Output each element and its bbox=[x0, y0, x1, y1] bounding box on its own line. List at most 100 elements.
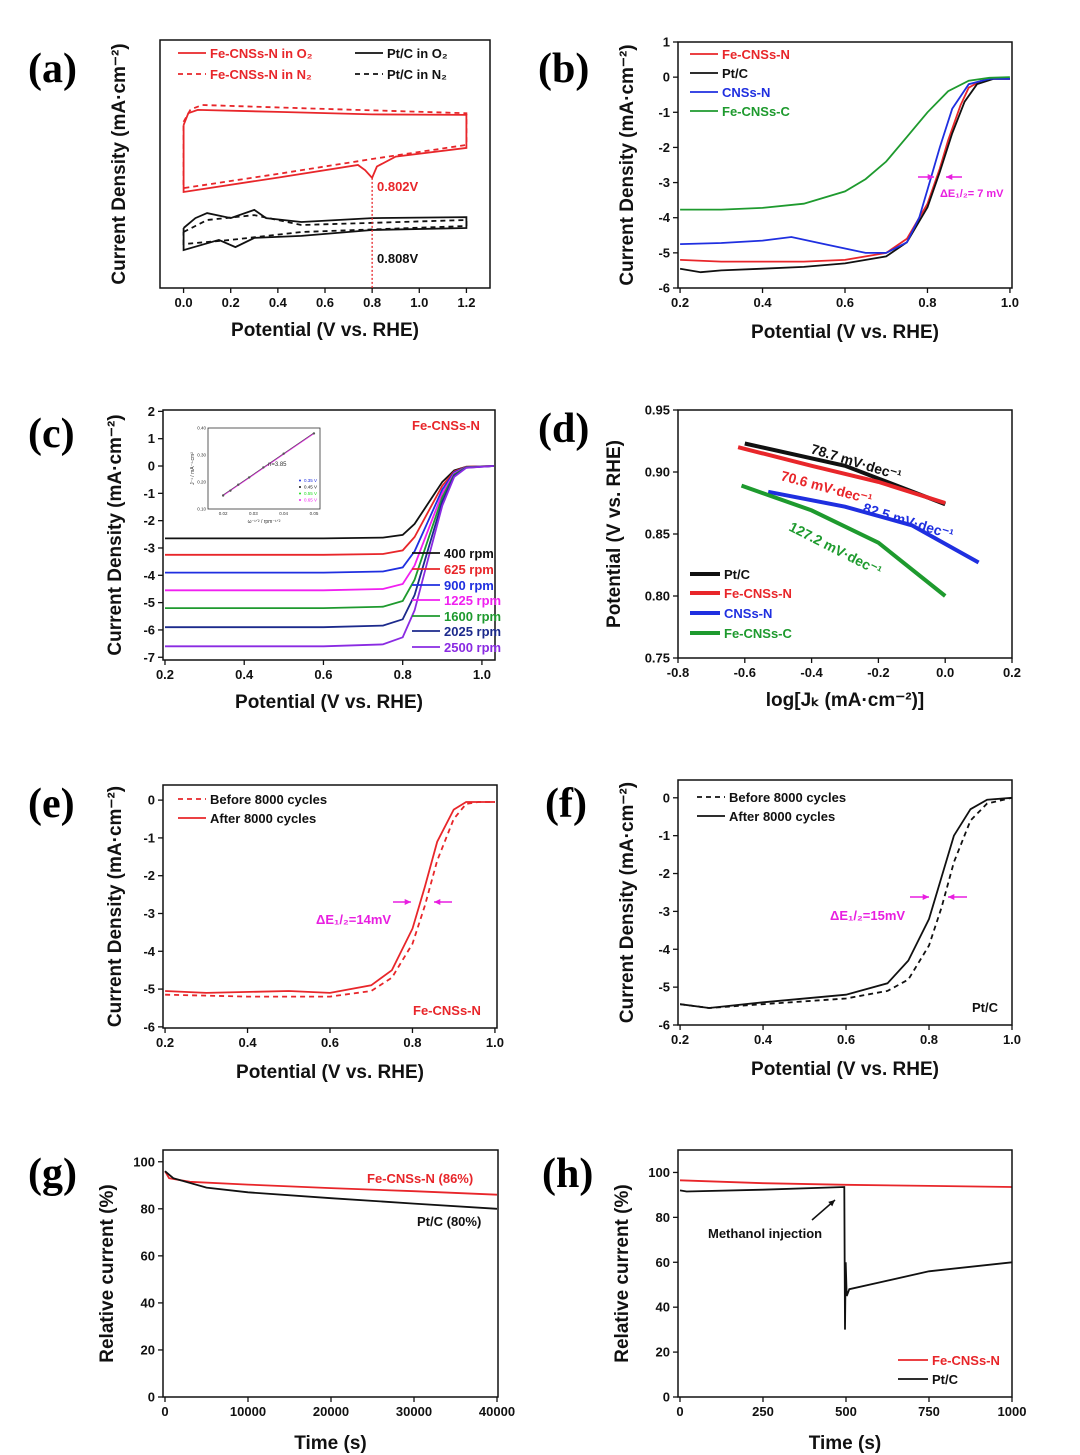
inset-x-tick-label: 0.05 bbox=[310, 511, 319, 516]
x-axis-label: Potential (V vs. RHE) bbox=[751, 1059, 939, 1080]
y-axis-label: Relative current (%) bbox=[612, 1184, 633, 1362]
y-tick-label: -2 bbox=[143, 513, 155, 528]
legend-label: Pt/C bbox=[724, 567, 751, 582]
y-tick-label: -7 bbox=[143, 650, 155, 665]
legend-item: After 8000 cycles bbox=[697, 809, 835, 824]
y-tick-label: 2 bbox=[148, 404, 155, 419]
x-tick-label: 0.4 bbox=[753, 295, 772, 310]
panel-b: 0.2 0.4 0.6 0.8 1.0 1 0 -1 -2 -3 -4 -5 -6 Potential (… bbox=[538, 35, 1019, 344]
x-tick-label: 0.4 bbox=[269, 295, 288, 310]
legend-label: 2500 rpm bbox=[444, 640, 501, 655]
legend-label: After 8000 cycles bbox=[210, 811, 316, 826]
y-tick-label: -5 bbox=[658, 980, 670, 995]
y-tick-label: -5 bbox=[143, 595, 155, 610]
annotation: 127.2 mV·dec⁻¹ bbox=[787, 518, 885, 579]
series-label: Pt/C (80%) bbox=[417, 1214, 481, 1229]
annotation: 0.808V bbox=[377, 251, 419, 266]
legend-item: Pt/C bbox=[690, 567, 751, 582]
x-tick-label: 500 bbox=[835, 1404, 857, 1419]
panel-label: (c) bbox=[28, 411, 75, 457]
y-axis-label: Potential (V vs. RHE) bbox=[604, 440, 625, 628]
x-axis-label: log[Jₖ (mA·cm⁻²)] bbox=[766, 690, 925, 711]
y-tick-label: 0 bbox=[663, 70, 670, 85]
x-tick-label: 1.0 bbox=[473, 667, 491, 682]
x-tick-label: 0.4 bbox=[238, 1035, 257, 1050]
series-line-0 bbox=[164, 1170, 498, 1196]
x-tick-label: 1000 bbox=[998, 1404, 1027, 1419]
y-tick-label: 80 bbox=[656, 1210, 670, 1225]
legend-label: Fe-CNSs-C bbox=[722, 104, 791, 119]
series-line-1 bbox=[165, 801, 495, 994]
x-axis-label: Potential (V vs. RHE) bbox=[231, 320, 419, 341]
legend-label: Fe-CNSs-N bbox=[722, 47, 790, 62]
inset-plot: 0.02 0.03 0.04 0.05 0.10 0.20 0.30 0.40 ω⁻¹ᐟ² / … bbox=[190, 426, 321, 525]
y-tick-label: 0 bbox=[663, 1390, 670, 1405]
y-tick-label: -5 bbox=[143, 982, 155, 997]
legend-item: After 8000 cycles bbox=[178, 811, 316, 826]
legend-item: Pt/C in N₂ bbox=[355, 67, 447, 82]
inset-legend-marker bbox=[299, 486, 301, 488]
legend-item: 625 rpm bbox=[412, 562, 494, 577]
x-tick-label: 0.8 bbox=[394, 667, 412, 682]
x-tick-label: 0.0 bbox=[175, 295, 193, 310]
legend-label: Pt/C in O₂ bbox=[387, 46, 448, 61]
inset-point bbox=[221, 494, 225, 497]
legend-label: Fe-CNSs-N bbox=[724, 586, 792, 601]
y-tick-label: 0 bbox=[148, 793, 155, 808]
x-tick-label: 30000 bbox=[396, 1404, 432, 1419]
legend-label: Pt/C bbox=[722, 66, 749, 81]
series-line-0 bbox=[679, 796, 1012, 1009]
x-tick-label: 40000 bbox=[479, 1404, 515, 1419]
panel-label: (f) bbox=[545, 781, 587, 827]
legend-label: Fe-CNSs-N bbox=[932, 1353, 1000, 1368]
y-tick-label: 80 bbox=[141, 1201, 155, 1216]
legend-label: 900 rpm bbox=[444, 578, 494, 593]
panel-e: 0.2 0.4 0.6 0.8 1.0 0 -1 -2 -3 -4 -5 -6 Potential (V… bbox=[28, 781, 504, 1083]
series-line-0 bbox=[679, 1179, 1012, 1188]
legend-label: Fe-CNSs-C bbox=[724, 626, 793, 641]
x-tick-label: 0.2 bbox=[1003, 665, 1021, 680]
series-line-0 bbox=[165, 801, 495, 998]
legend-item: 2500 rpm bbox=[412, 640, 501, 655]
plot-frame bbox=[162, 1149, 499, 1398]
x-tick-label: 0.8 bbox=[403, 1035, 421, 1050]
legend-label: Before 8000 cycles bbox=[729, 790, 846, 805]
y-tick-label: -6 bbox=[658, 1018, 670, 1033]
series-line-1 bbox=[679, 796, 1012, 1009]
legend-label: 625 rpm bbox=[444, 562, 494, 577]
x-tick-label: -0.4 bbox=[800, 665, 823, 680]
y-tick-label: -3 bbox=[143, 906, 155, 921]
legend-label: 2025 rpm bbox=[444, 624, 501, 639]
y-tick-label: -4 bbox=[658, 942, 670, 957]
y-tick-label: 60 bbox=[141, 1248, 155, 1263]
legend-item: Fe-CNSs-N bbox=[898, 1353, 1000, 1368]
annotation: Fe-CNSs-N bbox=[413, 1003, 481, 1018]
x-tick-label: -0.2 bbox=[867, 665, 889, 680]
x-axis-label: Potential (V vs. RHE) bbox=[236, 1062, 424, 1083]
legend-item: 2025 rpm bbox=[412, 624, 501, 639]
annotation: ΔE₁/₂=15mV bbox=[830, 908, 905, 923]
y-axis-label: Current Density (mA·cm⁻²) bbox=[617, 44, 638, 285]
x-tick-label: 0.2 bbox=[156, 1035, 174, 1050]
x-tick-label: 0.4 bbox=[235, 667, 254, 682]
x-axis-label: Time (s) bbox=[294, 1433, 367, 1454]
x-tick-label: 0.2 bbox=[671, 1032, 689, 1047]
x-tick-label: 0.0 bbox=[936, 665, 954, 680]
legend-label: 1600 rpm bbox=[444, 609, 501, 624]
legend-label: 1225 rpm bbox=[444, 593, 501, 608]
annotation: Pt/C bbox=[972, 1000, 999, 1015]
y-tick-label: 0 bbox=[663, 790, 670, 805]
y-tick-label: -3 bbox=[143, 540, 155, 555]
inset-x-tick-label: 0.02 bbox=[219, 511, 228, 516]
inset-legend-label: 0.65 V bbox=[304, 498, 317, 503]
inset-y-label: J⁻¹ / mA⁻¹·cm² bbox=[190, 452, 196, 485]
y-tick-label: -5 bbox=[658, 245, 670, 260]
x-tick-label: 750 bbox=[918, 1404, 940, 1419]
panel-g: 0 10000 20000 30000 40000 0 20 40 60 80 100 Time (s… bbox=[28, 1149, 515, 1454]
series-line-2 bbox=[680, 78, 1010, 254]
y-tick-label: -1 bbox=[143, 830, 155, 845]
series-line-6 bbox=[165, 465, 494, 648]
legend-item: 400 rpm bbox=[412, 546, 494, 561]
arrowhead-icon bbox=[404, 898, 411, 906]
